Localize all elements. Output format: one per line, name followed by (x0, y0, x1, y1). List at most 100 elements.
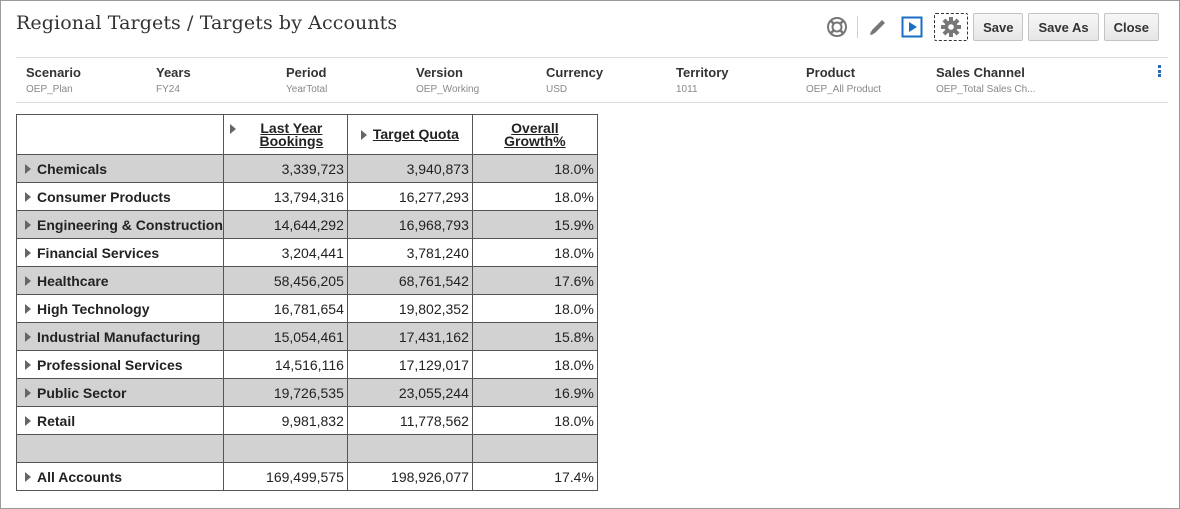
pov-label: Product (806, 65, 856, 80)
pov-scenario[interactable]: Scenario OEP_Plan (26, 65, 151, 95)
toolbar: Save Save As Close (817, 13, 1159, 41)
pov-value[interactable]: USD (546, 84, 568, 95)
data-cell[interactable]: 11,778,562 (346, 406, 473, 435)
expand-triangle-icon[interactable] (25, 415, 31, 426)
pov-value[interactable]: OEP_Plan (26, 84, 73, 95)
row-header[interactable]: Financial Services (16, 238, 224, 267)
data-cell[interactable]: 16.9% (471, 378, 598, 407)
data-cell[interactable]: 14,644,292 (222, 210, 348, 239)
data-cell[interactable]: 23,055,244 (346, 378, 473, 407)
data-cell[interactable]: 15.9% (471, 210, 598, 239)
data-cell[interactable]: 15.8% (471, 322, 598, 351)
column-header-label[interactable]: Target Quota (372, 126, 459, 142)
column-header[interactable]: Target Quota (346, 114, 473, 155)
data-cell[interactable]: 18.0% (471, 294, 598, 323)
row-label: Consumer Products (37, 188, 171, 205)
data-cell[interactable]: 14,516,116 (222, 350, 348, 379)
row-header[interactable]: Public Sector (16, 378, 224, 407)
row-header[interactable]: Retail (16, 406, 224, 435)
table-row: Engineering & Construction 14,644,292 16… (16, 210, 598, 239)
expand-triangle-icon[interactable] (360, 129, 367, 140)
data-cell[interactable]: 19,802,352 (346, 294, 473, 323)
toolbar-separator (857, 16, 859, 38)
help-lifebuoy-icon[interactable] (823, 13, 851, 41)
grid-corner-cell (16, 114, 224, 155)
expand-triangle-icon[interactable] (25, 219, 31, 230)
expand-triangle-icon[interactable] (25, 275, 31, 286)
expand-triangle-icon[interactable] (25, 387, 31, 398)
expand-triangle-icon[interactable] (25, 247, 31, 258)
expand-triangle-icon[interactable] (25, 359, 31, 370)
pov-value[interactable]: 1011 (676, 84, 698, 95)
table-row: Healthcare 58,456,205 68,761,542 17.6% (16, 266, 598, 295)
pov-years[interactable]: Years FY24 (156, 65, 281, 95)
expand-triangle-icon[interactable] (25, 331, 31, 342)
table-row: Chemicals 3,339,723 3,940,873 18.0% (16, 154, 598, 183)
row-label: Financial Services (37, 244, 160, 261)
data-cell[interactable]: 3,204,441 (222, 238, 348, 267)
expand-triangle-icon[interactable] (229, 123, 236, 134)
data-cell[interactable]: 18.0% (471, 406, 598, 435)
pov-sales-channel[interactable]: Sales Channel OEP_Total Sales Ch... (936, 65, 1046, 95)
data-cell[interactable]: 3,339,723 (222, 154, 348, 183)
grid-header-row: Last Year Bookings Target Quota Overall … (16, 114, 598, 155)
data-cell[interactable]: 16,968,793 (346, 210, 473, 239)
data-cell[interactable]: 18.0% (471, 154, 598, 183)
pov-value[interactable]: OEP_Total Sales Ch... (936, 84, 1036, 95)
edit-pencil-icon[interactable] (864, 13, 892, 41)
pov-period[interactable]: Period YearTotal (286, 65, 411, 95)
column-header[interactable]: Last Year Bookings (222, 114, 348, 155)
expand-triangle-icon[interactable] (25, 163, 31, 174)
pov-territory[interactable]: Territory 1011 (676, 65, 801, 95)
row-header[interactable]: Professional Services (16, 350, 224, 379)
expand-triangle-icon[interactable] (25, 303, 31, 314)
data-cell[interactable]: 3,940,873 (346, 154, 473, 183)
row-header[interactable]: All Accounts (16, 462, 224, 491)
expand-triangle-icon[interactable] (25, 191, 31, 202)
column-header-label[interactable]: Overall Growth% (504, 119, 566, 149)
table-row: Public Sector 19,726,535 23,055,244 16.9… (16, 378, 598, 407)
data-cell[interactable]: 17,431,162 (346, 322, 473, 351)
row-label: High Technology (37, 300, 150, 317)
data-cell[interactable]: 19,726,535 (222, 378, 348, 407)
row-header[interactable]: Consumer Products (16, 182, 224, 211)
data-cell[interactable]: 16,781,654 (222, 294, 348, 323)
save-as-button[interactable]: Save As (1028, 13, 1099, 41)
data-cell[interactable]: 13,794,316 (222, 182, 348, 211)
pov-value[interactable]: OEP_Working (416, 84, 480, 95)
data-cell[interactable]: 68,761,542 (346, 266, 473, 295)
data-cell[interactable]: 18.0% (471, 350, 598, 379)
row-header[interactable]: Industrial Manufacturing (16, 322, 224, 351)
pov-value[interactable]: YearTotal (286, 84, 328, 95)
data-cell[interactable]: 18.0% (471, 182, 598, 211)
row-header[interactable]: Chemicals (16, 154, 224, 183)
data-cell[interactable]: 17.4% (471, 462, 598, 491)
expand-triangle-icon[interactable] (25, 471, 31, 482)
data-cell[interactable]: 3,781,240 (346, 238, 473, 267)
column-header-label[interactable]: Last Year Bookings (259, 119, 324, 149)
blank-cell (471, 434, 598, 463)
data-cell[interactable]: 17,129,017 (346, 350, 473, 379)
data-cell[interactable]: 169,499,575 (222, 462, 348, 491)
close-button[interactable]: Close (1103, 13, 1159, 41)
data-cell[interactable]: 17.6% (471, 266, 598, 295)
data-cell[interactable]: 198,926,077 (346, 462, 473, 491)
data-cell[interactable]: 16,277,293 (346, 182, 473, 211)
column-header[interactable]: Overall Growth% (471, 114, 598, 155)
row-header[interactable]: Healthcare (16, 266, 224, 295)
data-cell[interactable]: 9,981,832 (222, 406, 348, 435)
pov-currency[interactable]: Currency USD (546, 65, 671, 95)
pov-version[interactable]: Version OEP_Working (416, 65, 541, 95)
more-options-icon[interactable] (1158, 65, 1162, 77)
save-button[interactable]: Save (973, 13, 1024, 41)
data-cell[interactable]: 15,054,461 (222, 322, 348, 351)
row-header[interactable]: High Technology (16, 294, 224, 323)
pov-value[interactable]: FY24 (156, 84, 180, 95)
settings-gear-icon[interactable] (934, 13, 969, 41)
pov-product[interactable]: Product OEP_All Product (806, 65, 931, 95)
row-header[interactable]: Engineering & Construction (16, 210, 224, 239)
data-cell[interactable]: 58,456,205 (222, 266, 348, 295)
data-cell[interactable]: 18.0% (471, 238, 598, 267)
pov-value[interactable]: OEP_All Product (806, 84, 882, 95)
run-play-icon[interactable] (898, 13, 926, 41)
